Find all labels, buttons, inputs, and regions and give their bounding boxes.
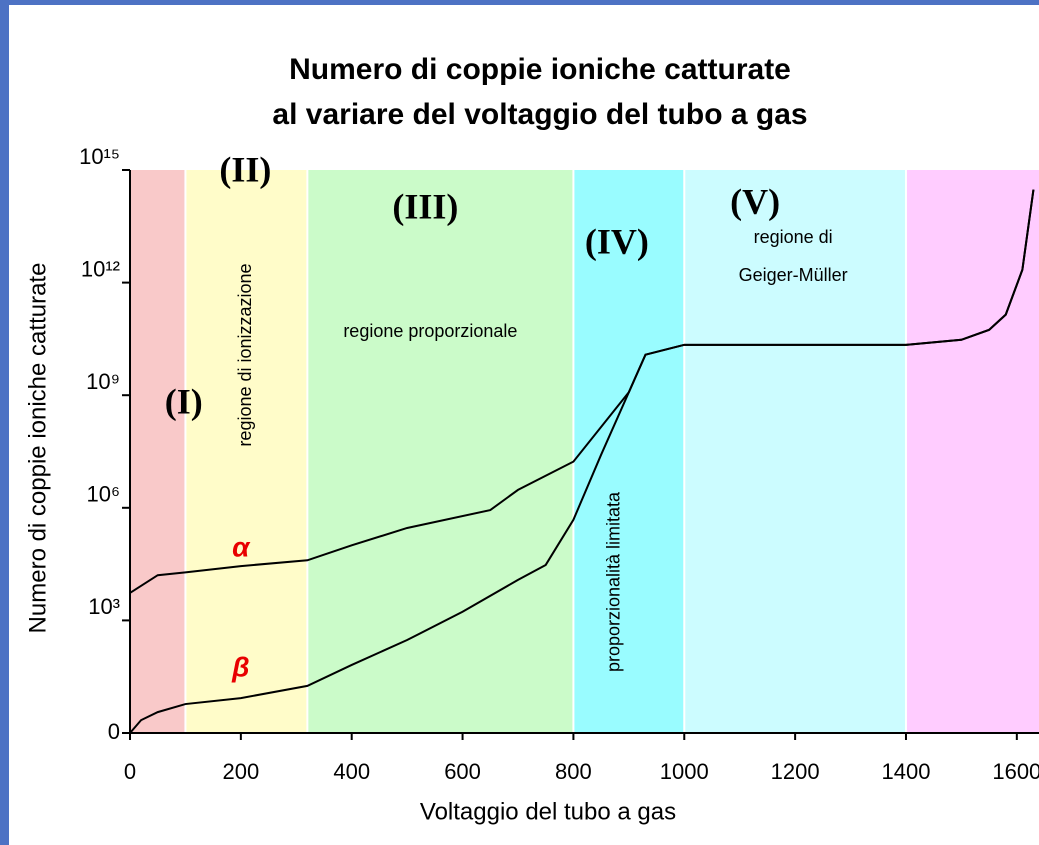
series-line — [129, 189, 1035, 734]
x-tick-label: 1200 — [771, 759, 820, 784]
region-band — [307, 170, 574, 733]
region-band — [573, 170, 685, 733]
region-band — [905, 170, 1039, 733]
region-label: (II) — [219, 149, 271, 189]
chart: Numero di coppie ioniche catturate al va… — [24, 53, 1039, 825]
y-tick-label: 10⁶ — [86, 482, 120, 507]
region-text: regione di — [754, 227, 833, 247]
x-tick-label: 1000 — [660, 759, 709, 784]
chart-title: Numero di coppie ioniche catturate — [289, 53, 791, 86]
series-label: α — [232, 531, 251, 562]
region-band — [684, 170, 906, 733]
regions — [130, 170, 1039, 733]
x-tick-label: 800 — [555, 759, 592, 784]
y-tick-label: 10³ — [88, 594, 120, 619]
y-axis-label: Numero di coppie ioniche catturate — [24, 263, 51, 634]
y-tick-label: 0 — [108, 719, 120, 744]
y-tick-label: 10¹² — [81, 256, 120, 281]
series-label: β — [231, 652, 249, 683]
x-tick-label: 200 — [222, 759, 259, 784]
x-axis-label: Voltaggio del tubo a gas — [420, 798, 676, 825]
region-label: (V) — [730, 181, 780, 221]
region-label: (III) — [392, 186, 458, 226]
x-tick-label: 600 — [444, 759, 481, 784]
region-text: proporzionalità limitata — [604, 491, 624, 672]
region-label: (IV) — [585, 221, 649, 261]
region-text: regione proporzionale — [343, 321, 517, 341]
region-band — [185, 170, 308, 733]
region-text: regione di ionizzazione — [235, 263, 255, 446]
x-tick-label: 1600 — [992, 759, 1039, 784]
region-label: (I) — [165, 381, 203, 421]
x-tick-label: 0 — [124, 759, 136, 784]
x-tick-label: 400 — [333, 759, 370, 784]
y-tick-label: 10⁹ — [86, 369, 120, 394]
region-band — [130, 170, 186, 733]
x-tick-label: 1400 — [881, 759, 930, 784]
y-tick-label: 10¹⁵ — [79, 144, 120, 169]
region-text: Geiger-Müller — [739, 265, 848, 285]
chart-title: al variare del voltaggio del tubo a gas — [272, 98, 807, 131]
